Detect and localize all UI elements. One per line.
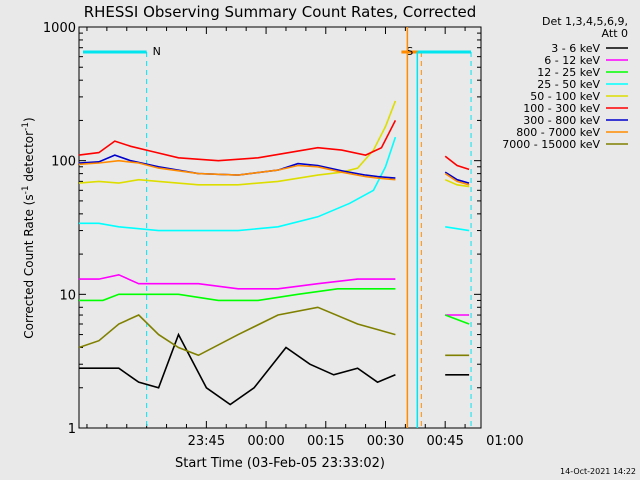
y-axis-ticks: 1 10 100 1000 xyxy=(43,21,481,437)
y-tick-label: 1000 xyxy=(43,21,76,36)
legend-label: 50 - 100 keV xyxy=(530,90,600,103)
x-tick-label: 01:00 xyxy=(486,434,523,449)
x-tick-label: 00:00 xyxy=(247,434,284,449)
series-line xyxy=(444,178,470,188)
series-line xyxy=(79,273,396,290)
series-line xyxy=(78,306,396,357)
legend-label: 25 - 50 keV xyxy=(537,78,600,91)
legend-label: 7000 - 15000 keV xyxy=(502,138,600,151)
y-tick-label: 10 xyxy=(59,288,76,303)
y-axis-label: Corrected Count Rate (s-1 detector-1) xyxy=(21,117,36,338)
legend-label: 800 - 7000 keV xyxy=(516,126,600,139)
x-tick-label: 00:45 xyxy=(426,434,463,449)
legend-label: 300 - 800 keV xyxy=(523,114,600,127)
series-line xyxy=(444,171,470,184)
annotation-label: N xyxy=(153,45,161,58)
legend-label: 3 - 6 keV xyxy=(551,42,600,55)
x-tick-label: 00:30 xyxy=(367,434,404,449)
series-line xyxy=(78,120,397,162)
legend-header-line2: Att 0 xyxy=(602,27,628,40)
series-line xyxy=(78,159,396,181)
chart-title: RHESSI Observing Summary Count Rates, Co… xyxy=(84,3,477,21)
data-series xyxy=(78,100,470,406)
legend-header-line1: Det 1,3,4,5,6,9, xyxy=(542,15,628,28)
y-tick-label: 100 xyxy=(51,155,76,170)
timestamp: 14-Oct-2021 14:22 xyxy=(560,467,636,476)
legend-label: 12 - 25 keV xyxy=(537,66,600,79)
series-line xyxy=(79,136,397,232)
x-axis-ticks: 23:45 00:00 00:15 00:30 00:45 01:00 xyxy=(86,27,524,449)
series-line xyxy=(444,314,470,325)
series-line xyxy=(79,288,396,302)
series-line xyxy=(444,155,470,171)
series-line xyxy=(445,226,470,232)
series-line xyxy=(79,332,396,406)
y-tick-label: 1 xyxy=(68,422,76,437)
series-line xyxy=(444,172,470,186)
x-tick-label: 23:45 xyxy=(188,434,225,449)
annotation-label: S xyxy=(406,45,413,58)
plot-area xyxy=(78,26,482,429)
legend-label: 100 - 300 keV xyxy=(523,102,600,115)
x-axis-label: Start Time (03-Feb-05 23:33:02) xyxy=(175,456,385,471)
x-tick-label: 00:15 xyxy=(307,434,344,449)
legend-label: 6 - 12 keV xyxy=(544,54,600,67)
